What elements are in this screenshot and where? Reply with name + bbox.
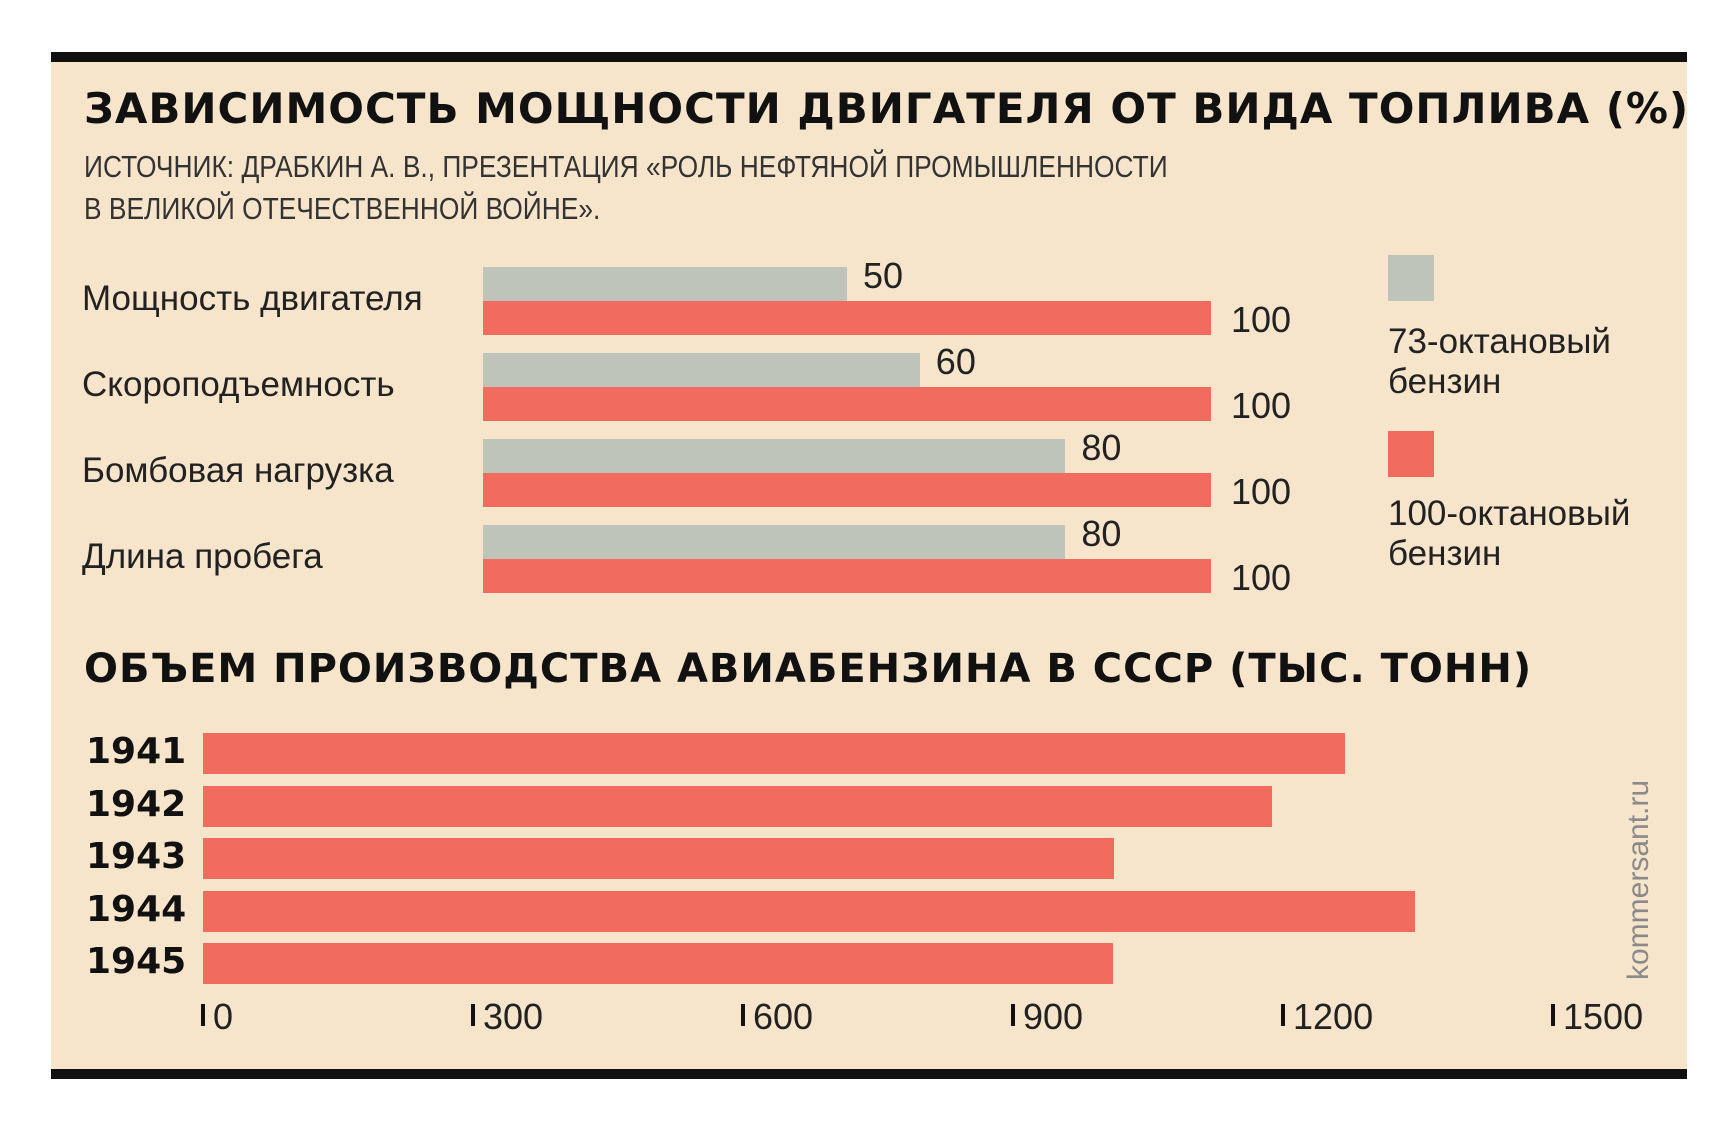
bar-100-octane (483, 387, 1211, 421)
bar-100-octane (483, 559, 1211, 593)
bar-73-octane (483, 439, 1066, 473)
source-credit: kommersant.ru (1622, 779, 1655, 980)
chart1-title: ЗАВИСИМОСТЬ МОЩНОСТИ ДВИГАТЕЛЯ ОТ ВИДА Т… (84, 84, 1690, 133)
bar-73-octane (483, 267, 847, 301)
bar-73-octane (483, 353, 920, 387)
value-label: 100 (1231, 471, 1292, 512)
x-tick-label: 300 (483, 996, 544, 1037)
year-label: 1944 (86, 888, 187, 930)
category-label: Мощность двигателя (82, 279, 423, 318)
bar-100-octane (483, 301, 1211, 335)
value-label: 100 (1231, 299, 1292, 340)
chart1-subtitle-line2: В ВЕЛИКОЙ ОТЕЧЕСТВЕННОЙ ВОЙНЕ». (84, 191, 601, 226)
x-tick-mark (1551, 1004, 1555, 1026)
year-label: 1945 (86, 941, 187, 982)
x-tick-mark (471, 1004, 475, 1026)
legend-swatch-100-octane (1388, 431, 1434, 477)
value-label: 80 (1081, 513, 1122, 554)
production-bar (203, 838, 1114, 879)
production-bar (203, 733, 1346, 774)
production-bar (203, 890, 1416, 932)
x-tick-mark (741, 1004, 745, 1026)
value-label: 80 (1081, 427, 1122, 468)
legend-label-73-octane: 73-октановый бензин (1388, 322, 1611, 401)
x-tick-mark (1281, 1004, 1285, 1026)
x-tick-mark (201, 1004, 205, 1026)
category-label: Бомбовая нагрузка (82, 451, 394, 490)
x-tick-label: 900 (1023, 996, 1084, 1037)
value-label: 100 (1231, 385, 1292, 426)
bar-100-octane (483, 473, 1211, 507)
category-label: Длина пробега (82, 537, 323, 576)
bar-73-octane (483, 525, 1066, 559)
production-bar (203, 785, 1273, 827)
chart2-title: ОБЪЕМ ПРОИЗВОДСТВА АВИАБЕНЗИНА В СССР (Т… (84, 646, 1533, 692)
x-tick-mark (1011, 1004, 1015, 1026)
x-tick-label: 1500 (1563, 996, 1644, 1037)
year-label: 1942 (86, 783, 187, 825)
year-label: 1941 (86, 731, 187, 772)
category-label: Скороподъемность (82, 365, 395, 404)
legend-label-100-octane: 100-октановый бензин (1388, 494, 1631, 573)
chart1-subtitle-line1: ИСТОЧНИК: ДРАБКИН А. В., ПРЕЗЕНТАЦИЯ «РО… (84, 149, 1168, 184)
value-label: 60 (935, 341, 976, 382)
production-bar (203, 943, 1113, 984)
value-label: 50 (863, 255, 904, 296)
x-tick-label: 1200 (1293, 996, 1374, 1037)
x-tick-label: 0 (213, 996, 234, 1037)
value-label: 100 (1231, 557, 1292, 598)
x-tick-label: 600 (753, 996, 814, 1037)
legend-swatch-73-octane (1388, 255, 1434, 301)
year-label: 1943 (86, 836, 187, 877)
